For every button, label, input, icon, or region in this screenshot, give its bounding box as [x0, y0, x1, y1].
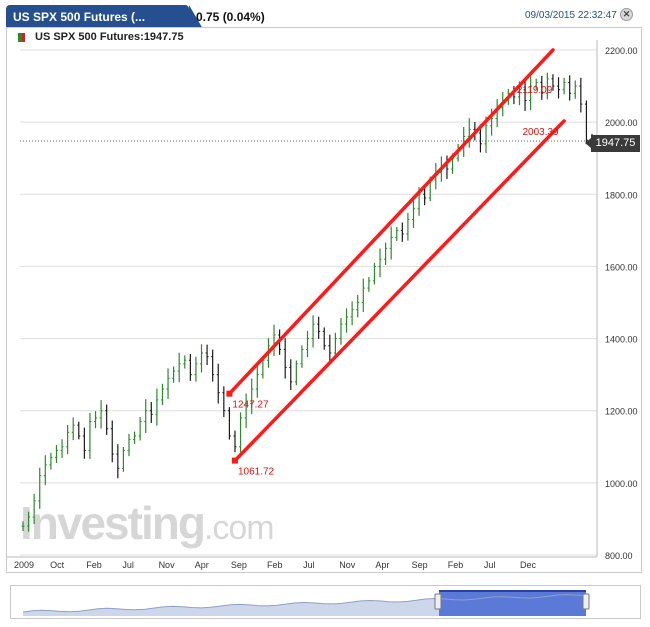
- chart-frame: [6, 27, 642, 573]
- navigator-line: [22, 594, 587, 613]
- x-tick-label: Sep: [412, 560, 428, 570]
- trendline-handle[interactable]: [226, 390, 233, 397]
- brand-name: Investing: [20, 497, 206, 549]
- y-tick-label: 1000.00: [605, 479, 638, 489]
- navigator-right-handle[interactable]: [582, 593, 590, 610]
- x-tick-label: 2009: [14, 560, 34, 570]
- chart-legend: US SPX 500 Futures:1947.75: [35, 31, 184, 43]
- x-tick-label: Nov: [339, 560, 356, 570]
- y-tick-label: 2200.00: [605, 46, 638, 56]
- timestamp: 09/03/2015 22:32:47: [525, 10, 617, 21]
- tab-corner: [189, 5, 203, 29]
- navigator-overview[interactable]: [11, 586, 640, 618]
- navigator-selection[interactable]: [439, 590, 586, 616]
- price-change: 0.75 (0.04%): [196, 10, 265, 24]
- channel-trendline: [227, 48, 555, 396]
- x-tick-label: Jul: [484, 560, 496, 570]
- x-tick-label: Feb: [86, 560, 102, 570]
- time-navigator[interactable]: [10, 585, 641, 619]
- y-tick-label: 800.00: [605, 551, 633, 561]
- y-tick-label: 1200.00: [605, 407, 638, 417]
- price-annotation: 2003.39: [522, 127, 559, 138]
- price-annotation: 1247.27: [232, 400, 269, 411]
- brand-suffix: .com: [203, 509, 275, 547]
- navigator-left-handle[interactable]: [434, 593, 442, 610]
- close-icon[interactable]: ✕: [620, 8, 633, 21]
- price-annotation: 1061.72: [238, 467, 275, 478]
- x-tick-label: Apr: [375, 560, 389, 570]
- x-tick-label: Apr: [195, 560, 209, 570]
- x-tick-label: Oct: [50, 560, 65, 570]
- y-tick-label: 1800.00: [605, 190, 638, 200]
- y-tick-label: 1600.00: [605, 262, 638, 272]
- trendline-handle[interactable]: [231, 457, 238, 464]
- investing-watermark: Investing.com: [20, 496, 275, 550]
- channel-trendline: [233, 119, 566, 463]
- x-tick-label: Nov: [159, 560, 176, 570]
- x-tick-label: Jul: [122, 560, 134, 570]
- x-tick-label: Feb: [267, 560, 283, 570]
- y-tick-label: 2000.00: [605, 118, 638, 128]
- instrument-tab[interactable]: US SPX 500 Futures (...: [6, 5, 189, 29]
- x-tick-label: Dec: [520, 560, 537, 570]
- x-tick-label: Feb: [448, 560, 464, 570]
- price-annotation: 2119.09: [517, 85, 553, 96]
- candlestick-icon: [18, 33, 25, 42]
- y-tick-label: 1400.00: [605, 335, 638, 345]
- x-tick-label: Jul: [303, 560, 315, 570]
- last-price-label: 1947.75: [585, 135, 640, 152]
- x-tick-label: Sep: [231, 560, 247, 570]
